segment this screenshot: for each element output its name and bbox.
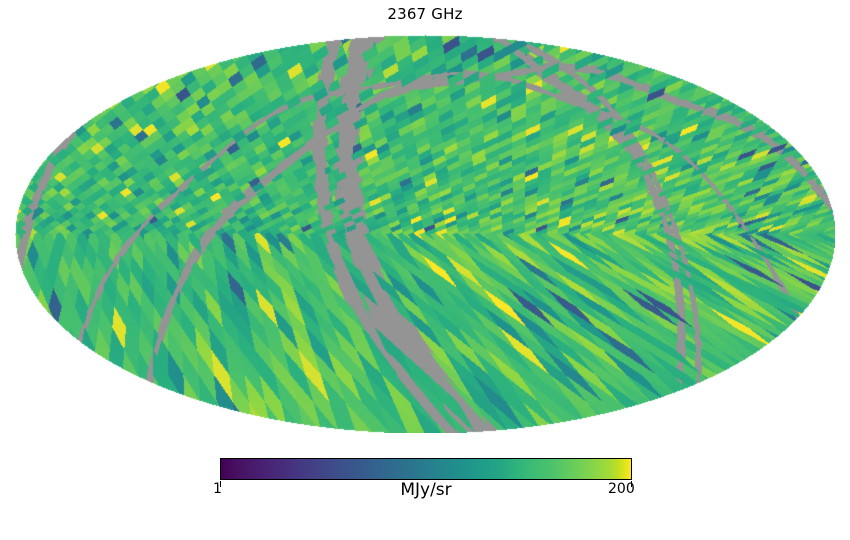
colorbar-tick-min (220, 481, 221, 487)
colorbar-min-label: 1 (213, 481, 222, 497)
colorbar-tick-max (631, 481, 632, 487)
colorbar-max-label: 200 (608, 481, 635, 497)
mollweide-sky-map-canvas (15, 35, 835, 433)
page-title: 2367 GHz (387, 5, 463, 23)
colorbar (220, 458, 632, 487)
sky-map (15, 35, 835, 433)
colorbar-gradient (220, 458, 632, 480)
colorbar-unit-label: MJy/sr (400, 480, 452, 500)
